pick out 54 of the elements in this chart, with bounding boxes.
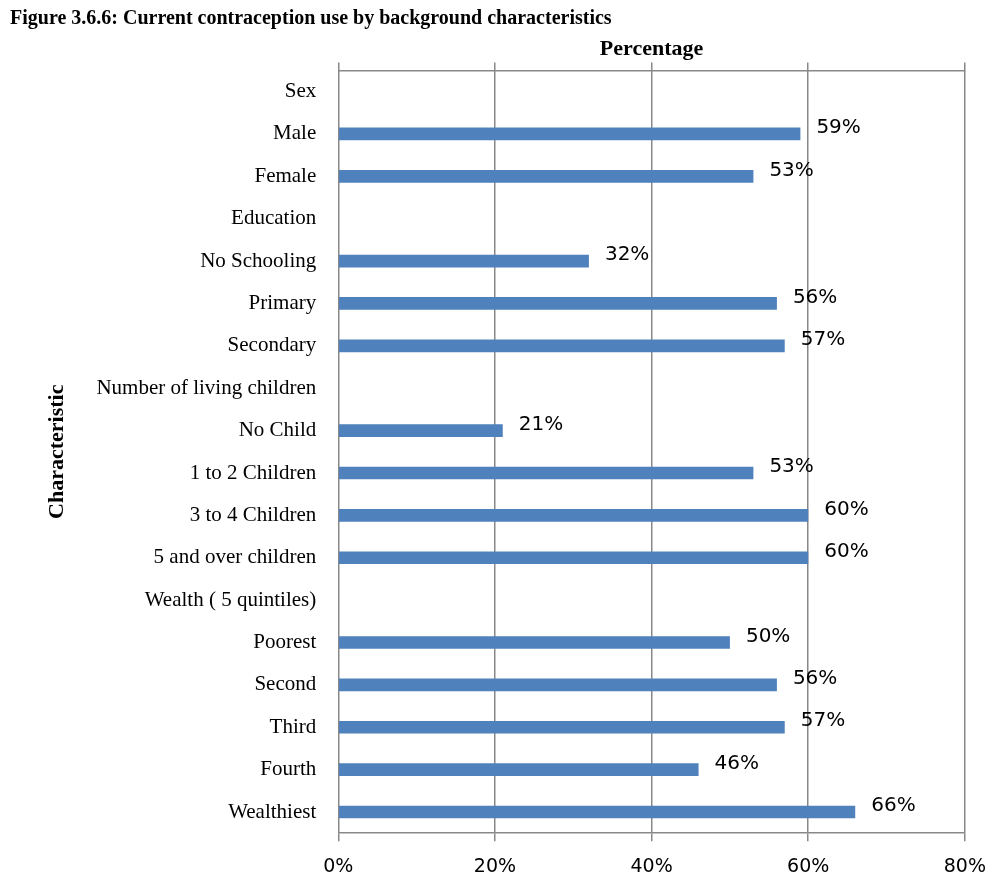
- data-label: 57%: [800, 707, 846, 732]
- bar: [339, 254, 589, 268]
- bar: [339, 551, 809, 565]
- data-label: 56%: [792, 665, 838, 690]
- bar: [339, 127, 801, 141]
- y-tick-label: Wealthiest: [228, 798, 317, 823]
- data-label: 46%: [714, 749, 760, 774]
- bar: [339, 509, 809, 522]
- data-label: 32%: [604, 241, 650, 266]
- y-tick-label: 3 to 4 Children: [189, 501, 317, 526]
- data-label: 66%: [871, 792, 916, 817]
- y-tick-label: Sex: [284, 78, 317, 103]
- bar: [339, 763, 699, 776]
- y-tick-label: Primary: [248, 289, 317, 314]
- chart-title: Figure 3.6.6: Current contraception use by background characteristics: [9, 5, 613, 31]
- y-tick-label: Education: [231, 205, 317, 230]
- y-tick-label: Female: [254, 162, 317, 187]
- bar: [339, 297, 777, 310]
- bar: [339, 339, 785, 353]
- y-axis-title: Characteristic: [42, 384, 68, 519]
- bar: [339, 169, 754, 183]
- x-tick-label: 60%: [787, 853, 830, 876]
- bar: [339, 466, 754, 480]
- y-tick-label: Fourth: [260, 756, 317, 781]
- data-label: 50%: [745, 622, 791, 647]
- data-label: 60%: [824, 495, 869, 520]
- y-tick-label: Secondary: [227, 332, 317, 357]
- y-tick-label: No Child: [238, 417, 317, 442]
- y-tick-label: Number of living children: [96, 374, 317, 399]
- y-tick-label: No Schooling: [200, 247, 317, 272]
- y-tick-label: Poorest: [253, 629, 317, 654]
- x-tick-label: 20%: [473, 853, 517, 876]
- y-tick-label: Second: [254, 671, 317, 696]
- y-tick-label: Male: [273, 120, 317, 145]
- bar: [339, 678, 777, 692]
- bar: [339, 805, 856, 819]
- bar: [339, 720, 785, 734]
- data-label: 60%: [824, 537, 869, 562]
- data-label: 56%: [792, 283, 838, 308]
- data-label: 57%: [800, 326, 846, 351]
- data-label: 59%: [816, 114, 861, 139]
- y-tick-label: 1 to 2 Children: [189, 459, 317, 484]
- x-tick-label: 80%: [943, 853, 986, 876]
- y-tick-label: 5 and over children: [153, 544, 317, 569]
- bar: [339, 636, 730, 649]
- data-label: 21%: [518, 410, 564, 435]
- y-tick-label: Third: [269, 713, 317, 738]
- data-label: 53%: [769, 156, 814, 181]
- x-tick-label: 0%: [323, 853, 354, 876]
- x-axis-title: Percentage: [599, 34, 704, 60]
- x-tick-label: 40%: [630, 853, 673, 876]
- data-label: 53%: [769, 453, 814, 478]
- y-tick-label: Wealth ( 5 quintiles): [144, 586, 317, 611]
- bar: [339, 424, 503, 437]
